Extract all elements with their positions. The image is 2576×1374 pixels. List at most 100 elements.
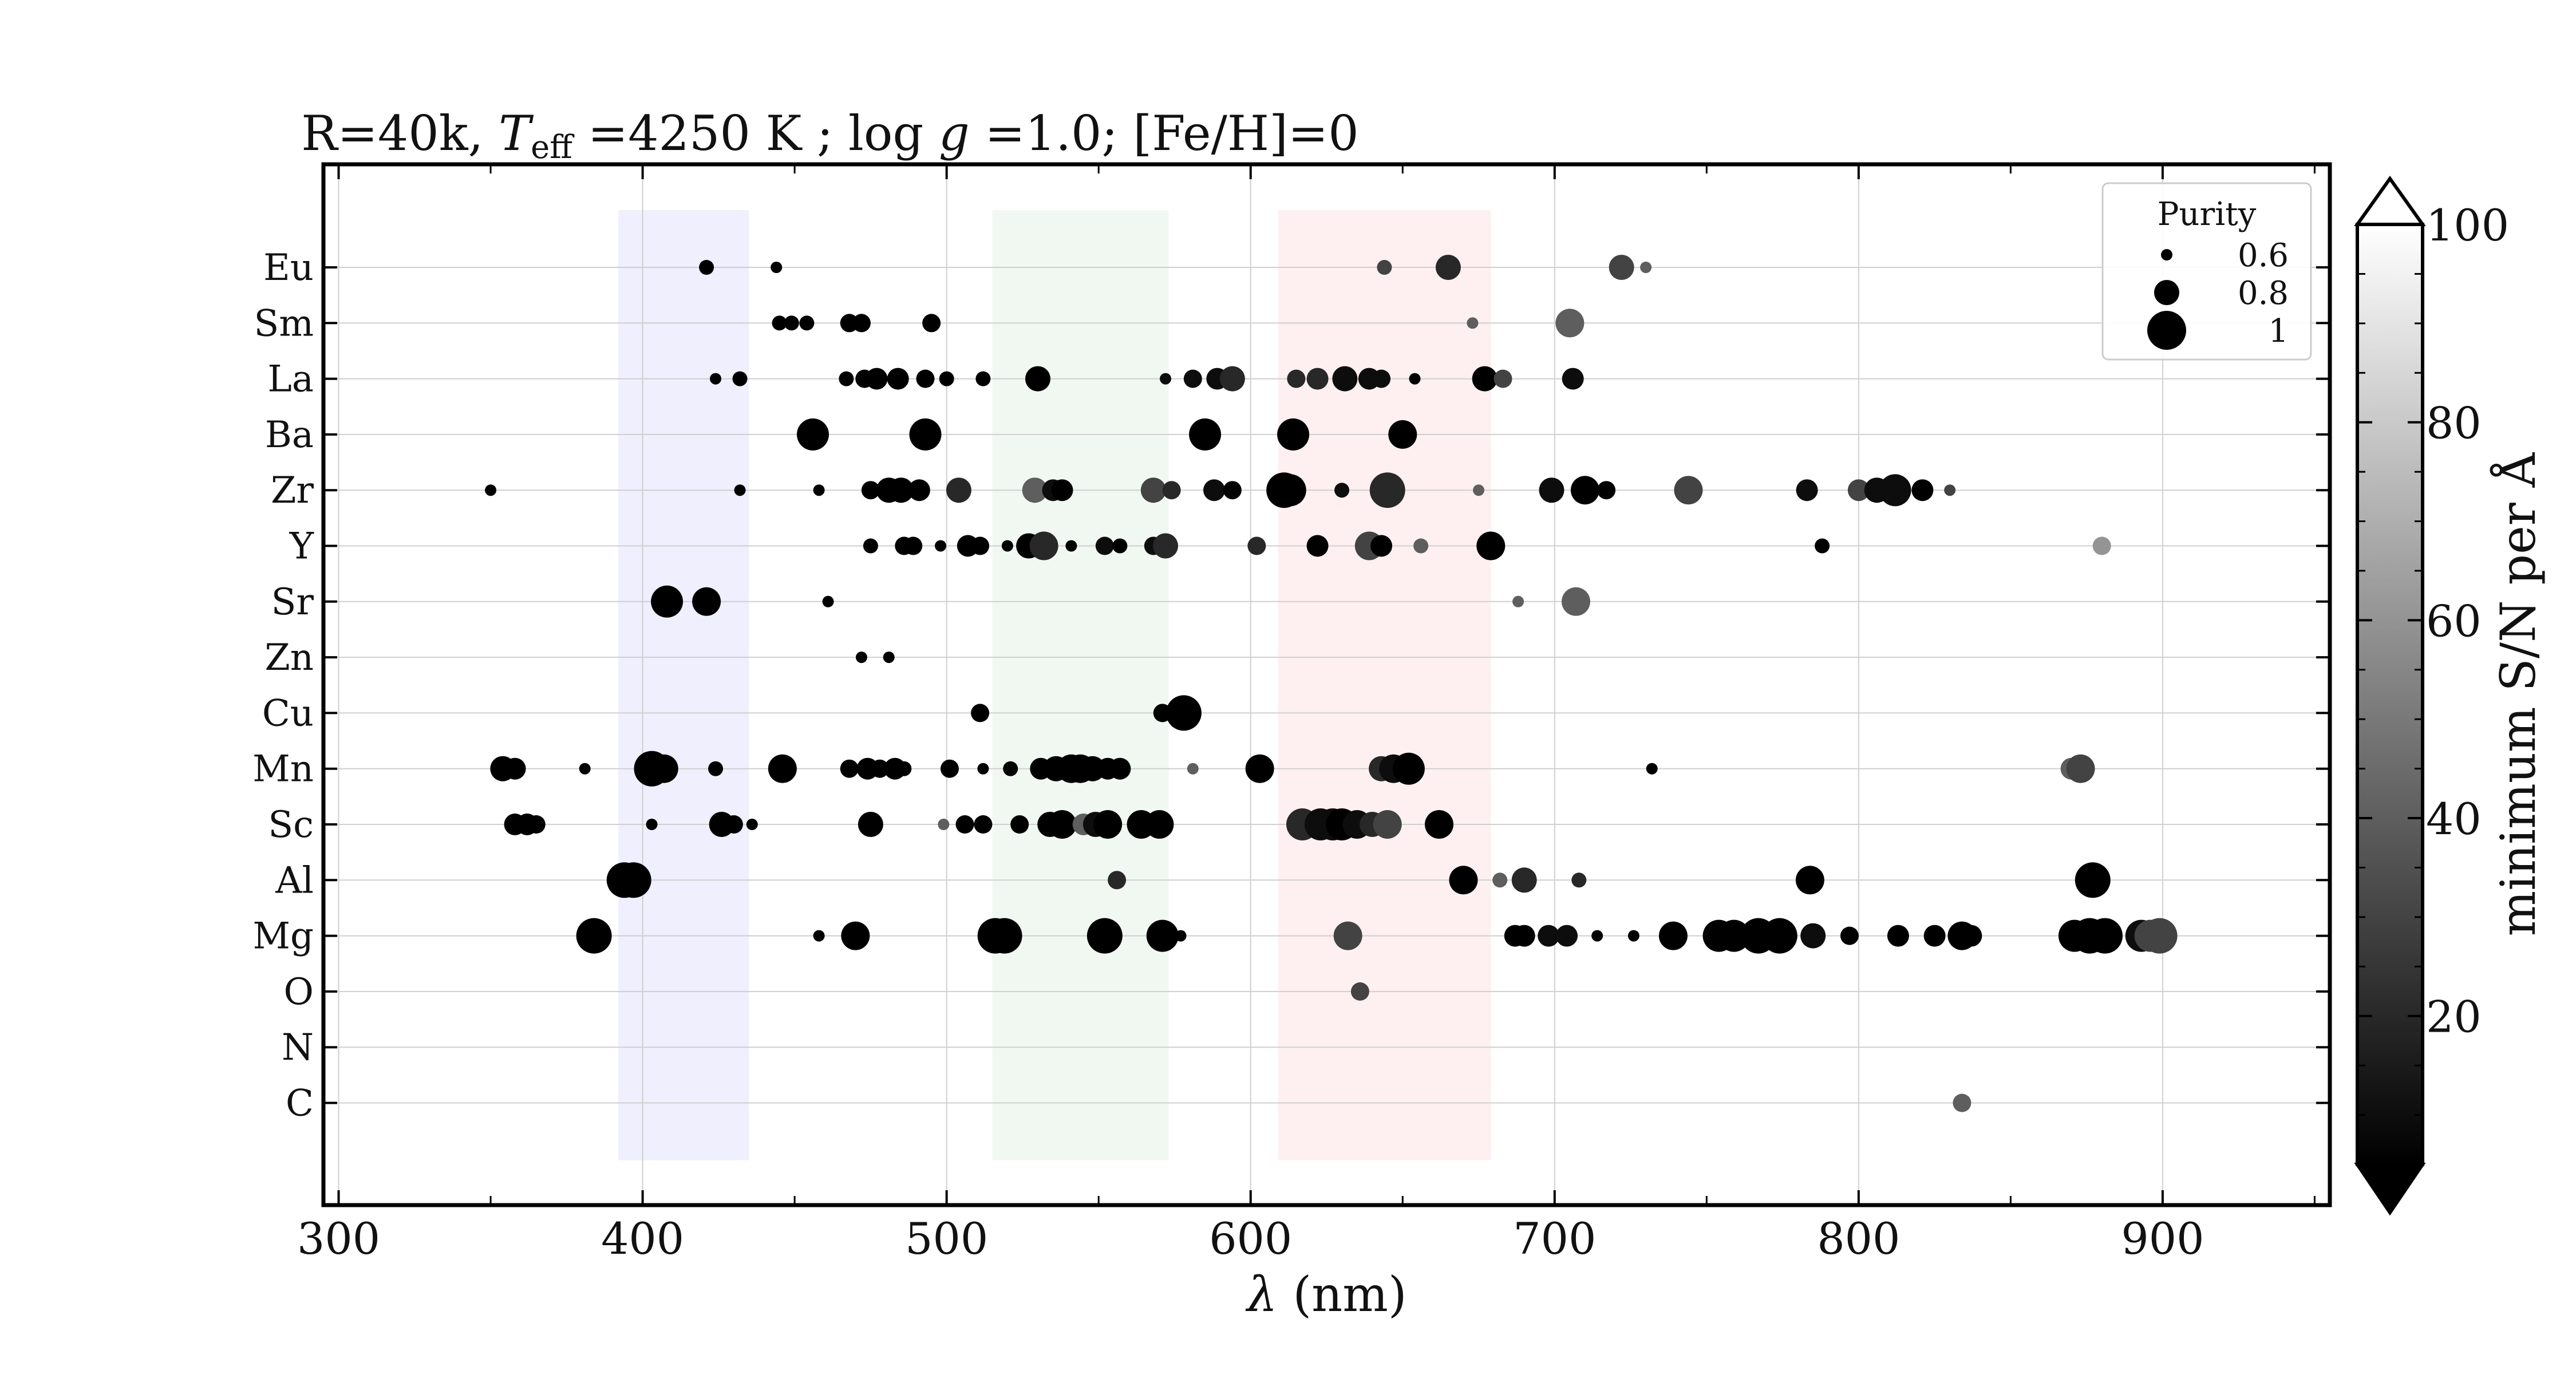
point-Mg bbox=[1146, 919, 1179, 952]
point-Y bbox=[1306, 535, 1329, 557]
cb-tick-label-60: 60 bbox=[2426, 595, 2482, 646]
point-Eu bbox=[1640, 262, 1652, 273]
point-Zr bbox=[1911, 479, 1934, 502]
point-Y bbox=[1815, 538, 1830, 554]
purity-legend: Purity 0.60.81 bbox=[2101, 182, 2312, 361]
point-Y bbox=[2092, 536, 2111, 555]
point-Mg bbox=[1086, 918, 1123, 954]
point-Y bbox=[1029, 531, 1058, 560]
point-Mg bbox=[1923, 925, 1946, 947]
legend-marker-0.6 bbox=[2161, 249, 2172, 260]
point-Zr bbox=[1051, 479, 1073, 502]
point-La bbox=[839, 371, 854, 386]
point-Mg bbox=[2142, 918, 2178, 954]
point-Y bbox=[863, 538, 878, 554]
point-Y bbox=[1065, 540, 1077, 552]
point-Mg bbox=[1333, 921, 1362, 950]
point-Sc bbox=[955, 815, 974, 834]
point-Mn bbox=[1003, 761, 1018, 776]
point-Zr bbox=[1796, 479, 1818, 502]
colorbar: 20 40 60 80 100 minimum S/N per Å bbox=[2354, 175, 2546, 1216]
element-label-Eu: Eu bbox=[263, 247, 314, 289]
point-Eu bbox=[1435, 255, 1461, 280]
point-Zn bbox=[883, 652, 895, 664]
element-label-Y: Y bbox=[289, 526, 314, 568]
point-Sr bbox=[1512, 595, 1524, 607]
point-Zr bbox=[1847, 479, 1870, 502]
point-Ba bbox=[1388, 420, 1417, 449]
element-label-Zr: Zr bbox=[271, 469, 314, 512]
x-tick-label-300: 300 bbox=[297, 1213, 380, 1264]
point-Sr bbox=[692, 587, 721, 616]
point-Mn bbox=[977, 763, 989, 775]
point-Sm bbox=[852, 314, 871, 333]
point-La bbox=[939, 371, 954, 386]
legend-title: Purity bbox=[2158, 196, 2257, 233]
colorbar-gradient bbox=[2356, 223, 2424, 1166]
point-La bbox=[1332, 366, 1358, 392]
point-Mg bbox=[1658, 921, 1688, 950]
point-Mg bbox=[1761, 918, 1797, 954]
cb-tick-label-40: 40 bbox=[2426, 793, 2482, 844]
element-label-C: C bbox=[286, 1083, 314, 1125]
point-Mn bbox=[579, 763, 591, 775]
point-Sm bbox=[1467, 317, 1479, 329]
cb-tick-label-100: 100 bbox=[2426, 200, 2509, 251]
x-tick-label-900: 900 bbox=[2121, 1213, 2204, 1264]
point-Zr bbox=[1674, 476, 1703, 505]
point-Al bbox=[1571, 872, 1587, 888]
point-Y bbox=[1476, 531, 1506, 560]
point-Zr bbox=[888, 477, 914, 503]
point-Sr bbox=[651, 585, 683, 618]
point-Zr bbox=[485, 484, 497, 496]
point-Mn bbox=[1245, 754, 1274, 783]
point-Mn bbox=[940, 759, 959, 778]
element-label-La: La bbox=[267, 358, 314, 401]
point-Zr bbox=[1334, 483, 1350, 498]
point-Al bbox=[1492, 872, 1508, 888]
point-Mg bbox=[1591, 930, 1603, 942]
point-Y bbox=[1413, 538, 1429, 554]
element-label-Sr: Sr bbox=[271, 581, 314, 623]
chart-title: R=40k, Teff =4250 K ; log g =1.0; [Fe/H]… bbox=[301, 105, 1359, 166]
point-Mn bbox=[1187, 763, 1199, 775]
element-label-Zn: Zn bbox=[264, 637, 314, 679]
point-Sm bbox=[1555, 309, 1585, 338]
point-Zn bbox=[855, 652, 867, 664]
legend-label-0.6: 0.6 bbox=[2238, 237, 2289, 274]
element-labels: Eu Sm La Ba Zr Y Sr Zn Cu Mn Sc Al Mg ONC bbox=[252, 247, 314, 1125]
plot-frame bbox=[321, 162, 2332, 1207]
point-Sc bbox=[1093, 810, 1123, 839]
point-Y bbox=[1112, 538, 1128, 554]
element-label-Sc: Sc bbox=[268, 804, 314, 846]
point-Y bbox=[971, 536, 990, 555]
point-Sc bbox=[724, 815, 743, 834]
element-label-N: N bbox=[282, 1026, 314, 1069]
point-Eu bbox=[699, 260, 714, 275]
cb-tick-label-80: 80 bbox=[2426, 398, 2482, 449]
legend-marker-0.8 bbox=[2154, 280, 2179, 305]
point-Zr bbox=[861, 481, 880, 500]
colorbar-extend-bottom bbox=[2354, 1163, 2426, 1216]
point-Eu bbox=[1609, 255, 1634, 280]
point-Eu bbox=[771, 262, 783, 273]
point-Mn bbox=[870, 759, 889, 778]
point-Mn bbox=[504, 757, 526, 780]
point-Sc bbox=[938, 819, 950, 830]
point-Mn bbox=[2066, 754, 2095, 783]
point-Zr bbox=[1597, 481, 1616, 500]
element-label-Cu: Cu bbox=[262, 692, 314, 735]
point-Mg bbox=[1800, 923, 1826, 949]
point-Al bbox=[1795, 866, 1824, 895]
point-Mg bbox=[2087, 918, 2123, 954]
point-Mn bbox=[1646, 763, 1658, 775]
point-Mg bbox=[1718, 919, 1751, 952]
point-Al bbox=[2075, 862, 2111, 898]
point-Al bbox=[1108, 871, 1127, 890]
point-La bbox=[1409, 373, 1421, 385]
point-La bbox=[1160, 373, 1172, 385]
point-La bbox=[866, 368, 888, 390]
colorbar-extend-top bbox=[2354, 175, 2426, 226]
point-La bbox=[1306, 368, 1329, 390]
point-Zr bbox=[1140, 477, 1166, 503]
